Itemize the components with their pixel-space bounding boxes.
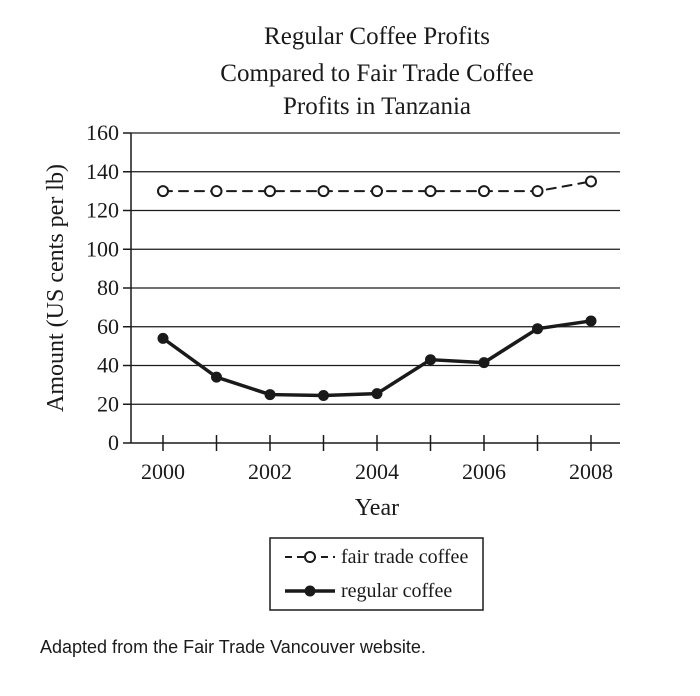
legend-fair-trade-marker <box>304 551 316 563</box>
series-regular-coffee-point-2006 <box>478 357 490 369</box>
series-fair-trade-coffee-point-2007 <box>531 185 544 198</box>
x-tick-label-2008: 2008 <box>569 459 613 484</box>
y-tick-label-80: 80 <box>97 275 119 300</box>
y-tick-label-0: 0 <box>108 430 119 455</box>
x-axis-label: Year <box>355 495 399 521</box>
y-tick-label-100: 100 <box>86 236 119 261</box>
chart-title-line-2: Compared to Fair Trade Coffee <box>220 60 533 87</box>
x-tick-label-2004: 2004 <box>355 459 399 484</box>
series-fair-trade-coffee-point-2003 <box>317 185 330 198</box>
series-regular-coffee-point-2001 <box>211 371 222 383</box>
series-regular-coffee-point-2000 <box>157 332 169 344</box>
y-tick-label-40: 40 <box>97 353 119 378</box>
series-regular-coffee-point-2008 <box>585 315 597 327</box>
axes <box>123 132 620 451</box>
legend-regular-label: regular coffee <box>341 580 452 602</box>
y-tick-label-120: 120 <box>86 198 119 223</box>
y-tick-label-60: 60 <box>97 314 119 339</box>
chart-title: Regular Coffee Profits Compared to Fair … <box>220 23 533 120</box>
source-note: Adapted from the Fair Trade Vancouver we… <box>40 637 426 657</box>
series-regular-coffee-point-2007 <box>532 323 543 335</box>
gridlines <box>131 132 620 405</box>
series-fair-trade-coffee-point-2001 <box>210 185 223 198</box>
x-tick-label-2006: 2006 <box>462 459 506 484</box>
y-tick-labels: 0 20 40 60 80 100 120 140 160 <box>86 120 119 455</box>
y-tick-label-20: 20 <box>97 391 119 416</box>
series-fair-trade-coffee-point-2002 <box>264 185 276 198</box>
chart-title-line-3: Profits in Tanzania <box>283 93 471 120</box>
series-layer <box>157 175 597 402</box>
series-regular-coffee-point-2003 <box>318 390 329 402</box>
series-regular-coffee-point-2005 <box>425 354 436 366</box>
legend-box <box>269 537 484 611</box>
legend-regular-marker <box>304 585 316 597</box>
series-fair-trade-coffee-point-2006 <box>478 185 490 198</box>
x-tick-labels: 2000 2002 2004 2006 2008 <box>141 459 613 484</box>
y-tick-label-160: 160 <box>86 120 119 145</box>
x-tick-label-2002: 2002 <box>248 459 292 484</box>
y-axis-label: Amount (US cents per lb) <box>43 164 69 412</box>
x-tick-label-2000: 2000 <box>141 459 185 484</box>
legend: fair trade coffee regular coffee <box>269 537 484 611</box>
series-fair-trade-coffee-point-2005 <box>424 185 437 198</box>
series-fair-trade-coffee-point-2000 <box>157 185 169 198</box>
series-regular-coffee-point-2002 <box>264 389 276 401</box>
series-regular-coffee-line <box>161 319 593 398</box>
y-tick-label-140: 140 <box>86 159 119 184</box>
legend-fair-trade-label: fair trade coffee <box>341 546 468 568</box>
chart-title-line-1: Regular Coffee Profits <box>264 23 490 50</box>
series-regular-coffee-point-2004 <box>371 388 383 400</box>
series-fair-trade-coffee-point-2008 <box>585 175 597 188</box>
series-fair-trade-coffee-point-2004 <box>371 185 383 198</box>
